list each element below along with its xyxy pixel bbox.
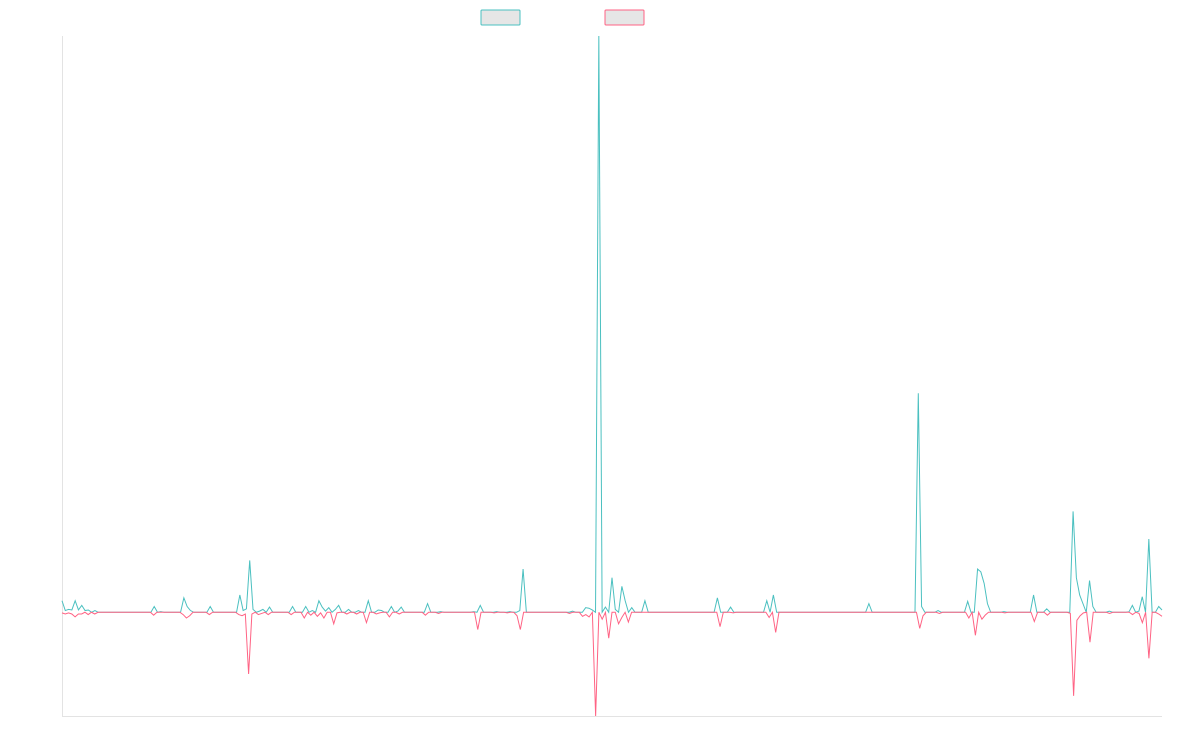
series-line-2	[61, 610, 1163, 717]
legend[interactable]	[480, 9, 645, 26]
legend-swatch-series-1[interactable]	[480, 9, 521, 26]
plot-area	[61, 35, 1163, 717]
legend-swatch-series-2[interactable]	[604, 9, 645, 26]
series-line-1	[61, 35, 1163, 614]
